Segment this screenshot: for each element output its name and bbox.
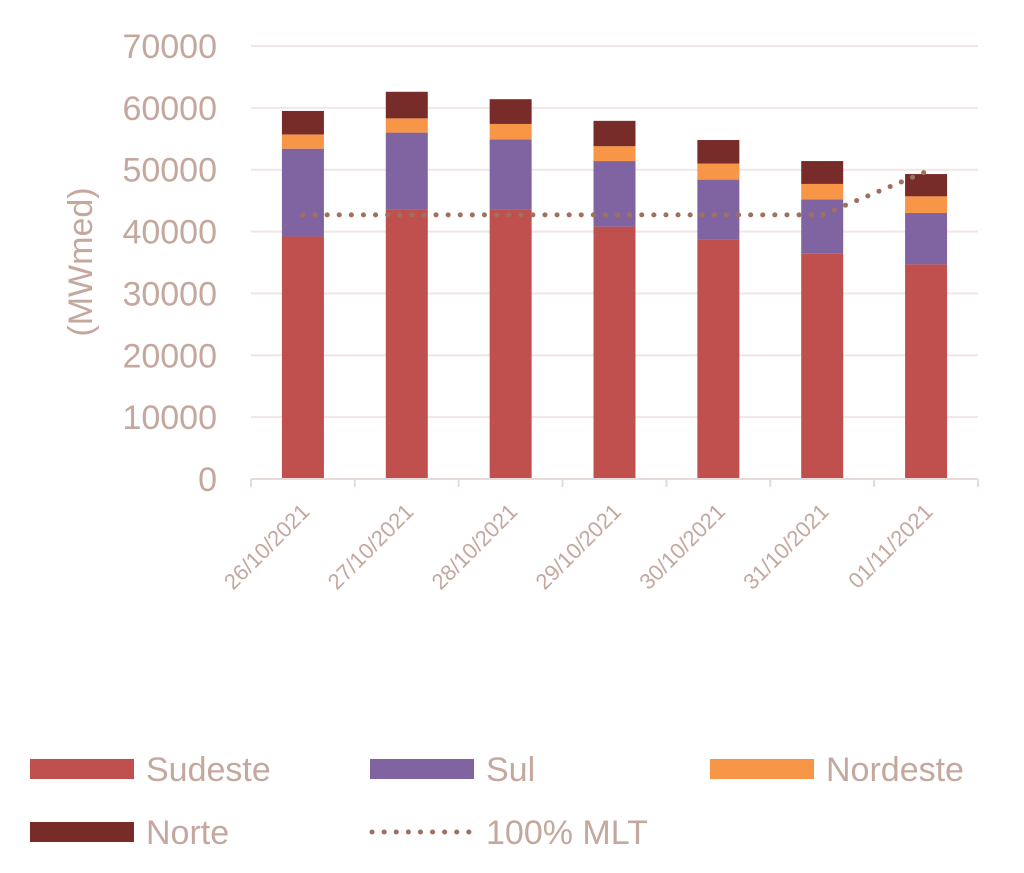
y-axis-label: (MWmed)	[62, 187, 100, 336]
bar-nordeste	[385, 118, 428, 133]
bar-norte	[801, 161, 844, 184]
x-tick-label: 26/10/2021	[219, 499, 315, 595]
y-tick-labels: 0 10000 20000 30000 40000 50000 60000 70000	[122, 28, 217, 499]
y-tick-label: 10000	[122, 399, 217, 437]
bar-sul	[385, 132, 428, 210]
y-tick-label: 60000	[122, 90, 217, 128]
x-axis	[250, 478, 979, 487]
y-tick-label: 70000	[122, 28, 217, 66]
legend-label-nordeste: Nordeste	[826, 751, 964, 789]
x-tick-label: 01/11/2021	[843, 499, 937, 593]
bar-nordeste	[593, 146, 636, 162]
legend: Sudeste Sul Nordeste Norte 100% MLT	[30, 751, 964, 852]
y-tick-label: 40000	[122, 214, 217, 252]
x-tick-labels: 26/10/2021 27/10/2021 28/10/2021 29/10/2021…	[219, 499, 938, 595]
bar-sudeste	[801, 253, 844, 479]
bar-sudeste	[489, 209, 532, 479]
legend-swatch-nordeste	[710, 759, 814, 779]
x-tick-label: 31/10/2021	[738, 499, 834, 595]
bar-norte	[385, 91, 428, 119]
y-tick-label: 30000	[122, 275, 217, 313]
bar-norte	[697, 140, 740, 164]
bar-nordeste	[801, 183, 844, 200]
bar-nordeste	[697, 163, 740, 180]
legend-label-norte: Norte	[146, 814, 229, 852]
bar-nordeste	[489, 123, 532, 140]
bar-sul	[801, 199, 844, 254]
bar-norte	[281, 110, 324, 135]
bar-norte	[593, 120, 636, 147]
legend-label-sul: Sul	[486, 751, 535, 789]
mlt-line	[300, 169, 929, 218]
bar-nordeste	[281, 134, 324, 149]
legend-swatch-sudeste	[30, 759, 134, 779]
bar-norte	[905, 174, 948, 197]
bar-sudeste	[385, 209, 428, 479]
bar-nordeste	[905, 196, 948, 214]
x-tick-label: 29/10/2021	[530, 499, 626, 595]
x-tick-label: 30/10/2021	[634, 499, 730, 595]
x-tick-label: 27/10/2021	[323, 499, 419, 595]
bar-sul	[281, 148, 324, 237]
bar-sudeste	[593, 226, 636, 479]
bar-sudeste	[905, 264, 948, 479]
y-tick-label: 20000	[122, 337, 217, 375]
bar-norte	[489, 99, 532, 124]
legend-swatch-sul	[370, 759, 474, 779]
y-tick-label: 50000	[122, 152, 217, 190]
mlt-line-layer	[300, 169, 929, 218]
legend-label-100-mlt: 100% MLT	[486, 814, 648, 852]
bars	[281, 91, 948, 479]
bar-sudeste	[697, 239, 740, 479]
bar-sul	[489, 139, 532, 210]
x-tick-label: 28/10/2021	[427, 499, 523, 595]
bar-sudeste	[281, 236, 324, 479]
bar-sul	[697, 179, 740, 240]
bar-sul	[905, 213, 948, 265]
y-tick-label: 0	[198, 461, 217, 499]
legend-swatch-norte	[30, 822, 134, 842]
legend-label-sudeste: Sudeste	[146, 751, 271, 789]
